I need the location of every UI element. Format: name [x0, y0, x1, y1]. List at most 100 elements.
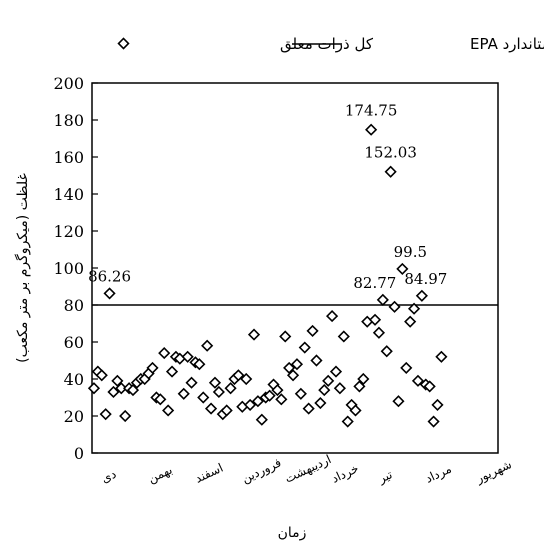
data-point	[357, 372, 370, 386]
data-point	[368, 313, 382, 326]
data-label: 152.03	[364, 144, 417, 162]
data-point	[111, 374, 124, 387]
data-point	[310, 354, 323, 367]
data-point	[353, 380, 366, 393]
data-label: 82.77	[353, 274, 396, 292]
data-point	[103, 287, 116, 300]
data-point	[376, 293, 389, 306]
data-label: 174.75	[345, 102, 398, 120]
data-point	[87, 382, 101, 395]
data-labels: 86.26 174.75 152.03 99.5 82.77 84.97	[88, 102, 447, 292]
data-points	[87, 123, 448, 428]
data-point	[208, 376, 222, 389]
data-point	[115, 382, 128, 395]
data-point	[318, 384, 331, 397]
legend-label-epa: استاندارد EPA	[470, 35, 544, 53]
data-point	[411, 374, 425, 387]
data-point	[415, 289, 428, 302]
data-point	[380, 345, 393, 358]
data-point	[181, 350, 194, 363]
data-point	[298, 341, 311, 354]
legend-item-epa: استاندارد EPA	[292, 35, 544, 53]
data-point	[349, 404, 362, 417]
legend-diamond-marker	[117, 37, 130, 50]
data-point	[107, 385, 120, 399]
data-point	[341, 415, 354, 428]
data-point	[333, 382, 346, 395]
data-point	[329, 365, 343, 378]
data-point	[431, 398, 444, 411]
legend: کل ذرات معلق استاندارد EPA	[117, 35, 544, 53]
data-point	[185, 376, 198, 389]
data-point	[326, 310, 339, 323]
data-point	[232, 369, 245, 382]
y-axis: 0 20 40 60 80 100 120 140 160 180 200	[53, 74, 98, 463]
data-point	[244, 398, 257, 411]
y-tick-label: 120	[53, 222, 84, 241]
data-point	[392, 395, 405, 408]
data-point	[290, 358, 304, 371]
data-point	[193, 358, 206, 371]
data-point	[372, 326, 386, 339]
data-point	[388, 300, 401, 313]
data-point	[165, 365, 179, 378]
data-point	[322, 374, 335, 387]
data-point	[407, 302, 421, 315]
data-point	[240, 372, 253, 386]
data-point	[212, 385, 225, 399]
data-point	[423, 380, 436, 393]
data-point	[275, 393, 288, 406]
data-point	[404, 315, 417, 328]
y-tick-label: 100	[53, 259, 84, 278]
y-tick-label: 40	[64, 370, 84, 389]
data-point	[279, 330, 292, 343]
data-point	[302, 402, 315, 415]
data-point	[286, 369, 300, 382]
y-tick-label: 160	[53, 148, 84, 167]
data-point	[314, 396, 327, 410]
data-point	[99, 408, 112, 421]
y-tick-label: 180	[53, 111, 84, 130]
data-point	[220, 404, 233, 417]
data-point	[251, 395, 264, 408]
data-point	[400, 361, 413, 374]
data-point	[204, 402, 218, 415]
data-point	[271, 384, 284, 397]
data-label: 84.97	[404, 270, 447, 288]
data-point	[396, 262, 409, 276]
y-tick-label: 140	[53, 185, 84, 204]
data-point	[201, 339, 214, 352]
data-point	[365, 123, 378, 136]
data-label: 86.26	[88, 267, 131, 285]
data-point	[384, 165, 397, 178]
y-tick-label: 0	[74, 444, 84, 463]
data-point	[306, 324, 319, 337]
x-tick-label: دی	[99, 467, 118, 486]
data-point	[247, 328, 261, 341]
data-point	[177, 387, 190, 400]
data-point	[255, 413, 268, 426]
data-point	[162, 404, 175, 417]
data-point	[427, 415, 440, 428]
y-tick-label: 60	[64, 333, 84, 352]
data-point	[126, 384, 140, 397]
data-point	[158, 347, 171, 360]
data-point	[154, 393, 167, 406]
data-label: 99.5	[394, 243, 427, 261]
data-point	[294, 387, 307, 400]
y-axis-title: غلظت (میکروگرم بر متر مکعب)	[14, 173, 31, 363]
data-point	[337, 330, 350, 343]
data-point	[263, 389, 276, 402]
data-point	[95, 369, 108, 382]
y-tick-label: 80	[64, 296, 84, 315]
y-tick-label: 200	[53, 74, 84, 93]
data-point	[283, 361, 296, 374]
data-point	[197, 391, 210, 404]
data-point	[224, 382, 237, 395]
x-axis-title: زمان	[278, 525, 307, 541]
data-point	[146, 361, 159, 374]
y-tick-label: 20	[64, 407, 84, 426]
